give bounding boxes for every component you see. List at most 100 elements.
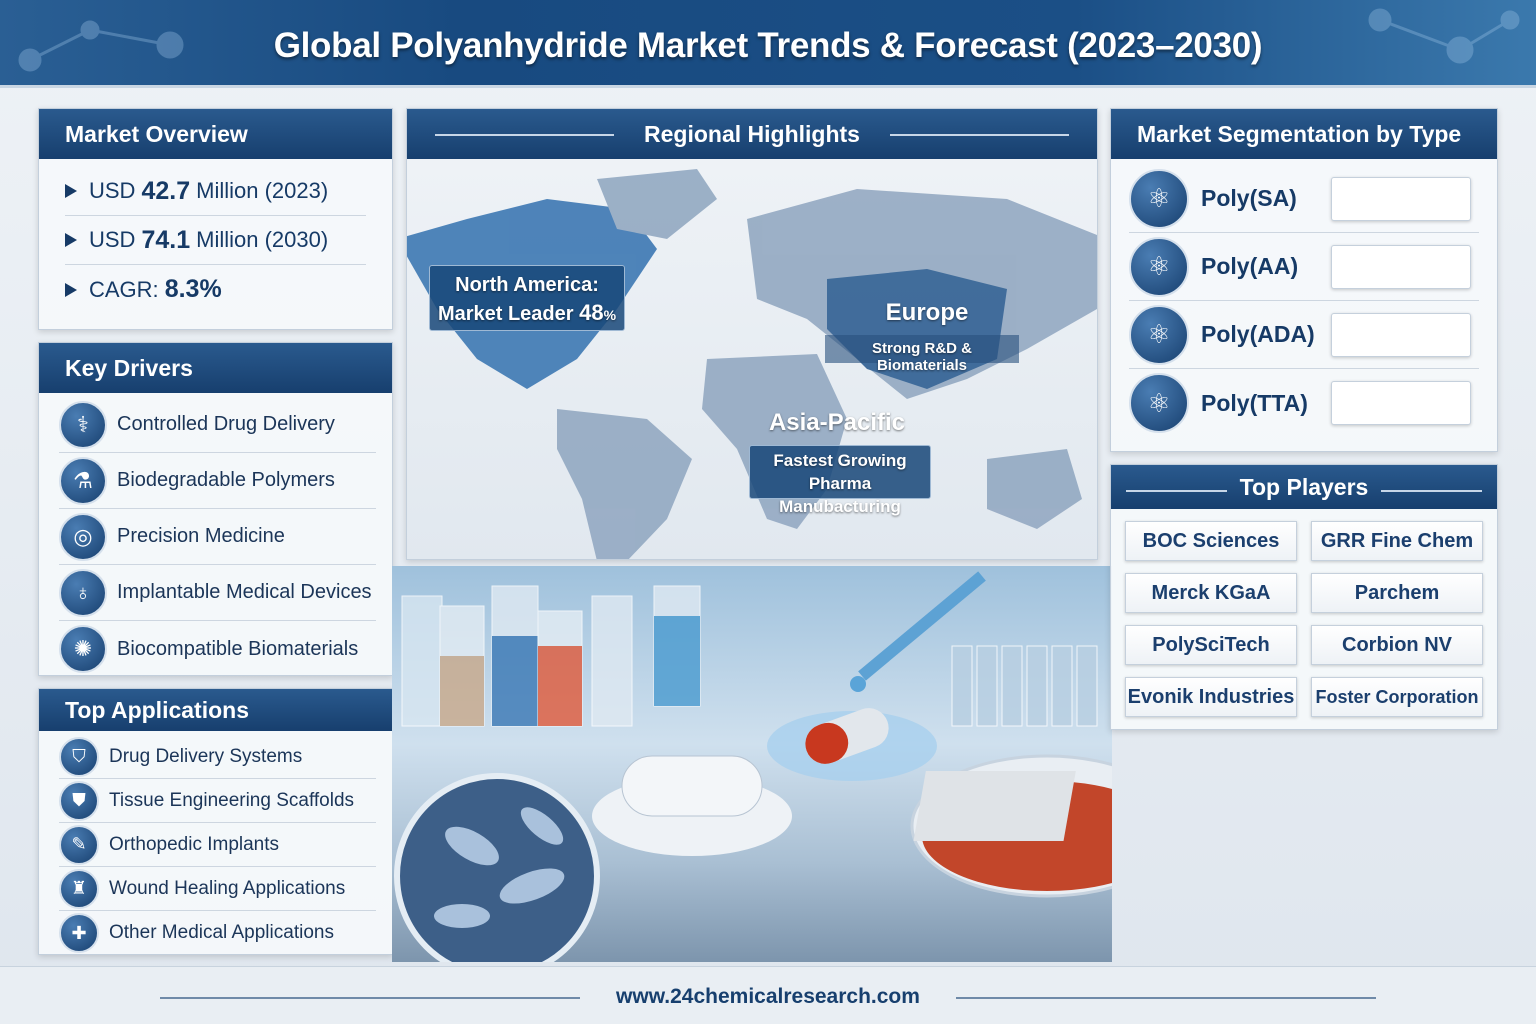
na-share-value: 48 — [579, 300, 604, 325]
panel-heading: Top Players — [1111, 465, 1497, 509]
player-card: Foster Corporation — [1311, 677, 1483, 717]
overview-prefix: USD — [89, 178, 136, 203]
segmentation-panel: Market Segmentation by Type ⚛ Poly(SA) ⚛ P… — [1110, 108, 1498, 452]
driver-label: Controlled Drug Delivery — [117, 413, 335, 435]
segment-name: Poly(AA) — [1201, 253, 1299, 279]
driver-item: ⚗ Biodegradable Polymers — [59, 453, 376, 509]
application-item: ✚ Other Medical Applications — [59, 911, 376, 955]
apac-line1: Fastest Growing — [773, 451, 907, 470]
segment-row: ⚛ Poly(SA) — [1129, 165, 1479, 233]
driver-item: ◎ Precision Medicine — [59, 509, 376, 565]
molecule-icon: ⚛ — [1129, 168, 1189, 229]
molecule-decoration-icon — [18, 8, 1520, 72]
asia-pacific-desc: Fastest Growing Pharma Manubacturing — [749, 445, 931, 516]
apac-line2: Pharma Manubacturing — [779, 474, 901, 516]
europe-desc: Strong R&D & Biomaterials — [825, 335, 1019, 374]
driver-item: ⚕ Controlled Drug Delivery — [59, 397, 376, 453]
cell-icon: ✺ — [59, 625, 107, 673]
application-label: Orthopedic Implants — [109, 833, 280, 855]
segment-row: ⚛ Poly(AA) — [1129, 233, 1479, 301]
driver-label: Biocompatible Biomaterials — [117, 637, 359, 660]
flask-icon: ⚗ — [59, 456, 107, 505]
triangle-bullet-icon — [65, 233, 77, 247]
panel-heading: Regional Highlights — [407, 109, 1097, 159]
application-item: ✎ Orthopedic Implants — [59, 823, 376, 867]
segment-row: ⚛ Poly(TTA) — [1129, 369, 1479, 437]
market-overview-panel: Market Overview USD 42.7 Million (2023) US… — [38, 108, 393, 330]
footer: www.24chemicalresearch.com — [0, 966, 1536, 1024]
players-heading-text: Top Players — [1239, 474, 1369, 500]
overview-row: CAGR: 8.3% — [65, 265, 366, 314]
header-banner: Global Polyanhydride Market Trends & For… — [0, 0, 1536, 88]
segment-name: Poly(ADA) — [1201, 321, 1315, 347]
page-title: Global Polyanhydride Market Trends & For… — [273, 26, 1263, 65]
triangle-bullet-icon — [65, 184, 77, 198]
driver-label: Implantable Medical Devices — [117, 581, 372, 603]
driver-item: ♁ Implantable Medical Devices — [59, 565, 376, 621]
player-card: Corbion NV — [1311, 625, 1483, 665]
panel-heading: Market Segmentation by Type — [1111, 109, 1497, 159]
molecule-icon: ⚛ — [1129, 373, 1189, 433]
key-drivers-panel: Key Drivers ⚕ Controlled Drug Delivery ⚗ B… — [38, 342, 393, 676]
laboratory-photo — [392, 566, 1112, 962]
player-card: BOC Sciences — [1125, 521, 1297, 561]
target-icon: ◎ — [59, 512, 107, 561]
player-card: Evonik Industries — [1125, 677, 1297, 717]
top-applications-panel: Top Applications ⛉ Drug Delivery Systems … — [38, 688, 393, 955]
australia-shape — [987, 449, 1082, 529]
driver-label: Biodegradable Polymers — [117, 469, 335, 491]
overview-suffix: Million (2023) — [196, 178, 329, 203]
segment-name: Poly(SA) — [1201, 185, 1297, 211]
chemical-structure-image — [1331, 176, 1471, 221]
north-america-label: North America: Market Leader 48% — [429, 265, 625, 331]
player-card: Parchem — [1311, 573, 1483, 613]
panel-heading: Top Applications — [39, 689, 392, 731]
overview-prefix: USD — [89, 227, 136, 252]
application-label: Drug Delivery Systems — [109, 745, 303, 767]
application-label: Other Medical Applications — [109, 922, 334, 943]
panel-heading: Key Drivers — [39, 343, 392, 393]
overview-prefix: CAGR: — [89, 276, 159, 302]
overview-value: 42.7 — [141, 176, 191, 205]
overview-row: USD 42.7 Million (2023) — [65, 167, 366, 216]
player-card: Merck KGaA — [1125, 573, 1297, 613]
panel-heading: Market Overview — [39, 109, 392, 159]
chemical-structure-image — [1331, 244, 1471, 289]
application-item: ⛉ Drug Delivery Systems — [59, 735, 376, 779]
na-share-unit: % — [603, 307, 617, 323]
overview-row: USD 74.1 Million (2030) — [65, 216, 366, 265]
driver-label: Precision Medicine — [117, 525, 285, 547]
application-label: Wound Healing Applications — [109, 877, 346, 899]
chemical-structure-image — [1331, 381, 1471, 425]
asia-pacific-label: Asia-Pacific — [768, 409, 906, 436]
top-players-panel: Top Players BOC Sciences GRR Fine Chem M… — [1110, 464, 1498, 730]
microscope-cells-circle — [394, 773, 600, 962]
bandage-icon: ♜ — [59, 868, 99, 909]
molecule-icon: ⚛ — [1129, 304, 1189, 365]
bone-icon: ✎ — [59, 824, 99, 865]
application-label: Tissue Engineering Scaffolds — [109, 789, 355, 811]
stethoscope-icon: ♁ — [59, 568, 107, 617]
world-map: North America: Market Leader 48% Europe … — [407, 159, 1097, 559]
na-line1: North America: — [455, 274, 599, 296]
application-item: ⛊ Tissue Engineering Scaffolds — [59, 779, 376, 823]
overview-suffix: Million (2030) — [196, 227, 329, 252]
molecule-icon: ⚛ — [1129, 236, 1189, 297]
capsule-icon: ⚕ — [59, 400, 107, 449]
segment-name: Poly(TTA) — [1201, 389, 1308, 416]
regional-highlights-panel: Regional Highlights North America: Marke… — [406, 108, 1098, 560]
player-card: GRR Fine Chem — [1311, 521, 1483, 561]
pill-bottle-icon: ⛉ — [59, 736, 99, 777]
segment-row: ⚛ Poly(ADA) — [1129, 301, 1479, 369]
overview-value: 8.3% — [164, 275, 222, 303]
triangle-bullet-icon — [65, 282, 77, 297]
application-item: ♜ Wound Healing Applications — [59, 867, 376, 911]
world-map-shapes — [407, 169, 1097, 559]
na-line2: Market Leader — [437, 303, 574, 325]
overview-value: 74.1 — [141, 225, 191, 254]
website-link[interactable]: www.24chemicalresearch.com — [616, 985, 920, 1008]
medical-icon: ✚ — [59, 913, 99, 953]
europe-label: Europe — [885, 299, 969, 326]
driver-item: ✺ Biocompatible Biomaterials — [59, 621, 376, 677]
south-america-shape — [557, 409, 692, 559]
